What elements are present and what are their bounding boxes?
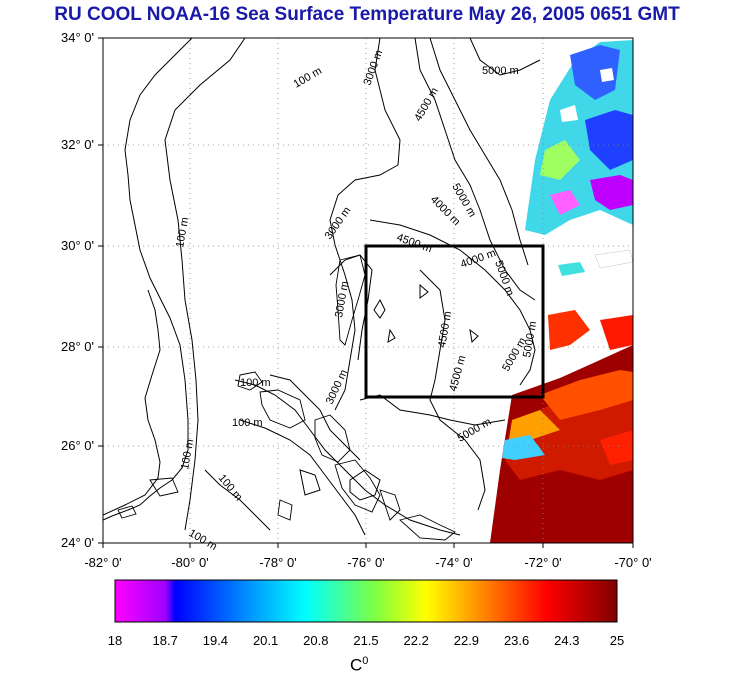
isobath-100m-west [164,38,246,531]
isobath-3000m [329,38,401,411]
contour-labels: 100 m 3000 m 5000 m 4500 m 100 m 4000 m … [174,48,539,552]
contour-label: 100 m [292,65,324,91]
isobath-4500m [414,38,536,301]
lat-tick-label: 32° 0' [61,137,94,152]
colorbar-tick-label: 18.7 [153,633,178,648]
lon-tick-label: -70° 0' [614,555,651,570]
contour-label: 100 m [240,377,271,389]
lon-labels: -82° 0' -80° 0' -78° 0' -76° 0' -74° 0' … [84,555,651,570]
contour-label: 5000 m [482,65,519,77]
contour-label: 5000 m [492,259,516,298]
contour-label: 100 m [179,438,196,470]
sst-swath [490,40,633,543]
lon-tick-label: -72° 0' [524,555,561,570]
lon-tick-label: -78° 0' [259,555,296,570]
colorbar-tick-label: 20.1 [253,633,278,648]
lon-tick-label: -74° 0' [435,555,472,570]
colorbar-tick-label: 24.3 [554,633,579,648]
contour-label: 4000 m [459,247,498,271]
map-frame [102,37,634,544]
contour-label: 100 m [174,216,191,248]
contour-label: 3000 m [324,368,350,406]
isobath-5000m [469,38,541,76]
contour-label: 4500 m [436,310,454,348]
colorbar-tick-label: 20.8 [303,633,328,648]
contour-label: 4500 m [395,232,434,256]
lat-tick-label: 28° 0' [61,339,94,354]
lat-tick-label: 34° 0' [61,30,94,45]
colorbar-tick-labels: 18 18.7 19.4 20.1 20.8 21.5 22.2 22.9 23.6 24.3 25 [108,633,624,648]
contour-label: 100 m [232,417,263,429]
bahamas-islands [117,254,456,541]
florida-coastline [103,38,193,521]
lon-tick-label: -82° 0' [84,555,121,570]
study-area-box [364,244,545,399]
lat-tick-label: 26° 0' [61,438,94,453]
colorbar-tick-label: 21.5 [353,633,378,648]
colorbar [114,579,618,623]
lat-tick-label: 30° 0' [61,238,94,253]
contour-label: 100 m [216,472,245,503]
colorbar-tick-label: 25 [610,633,624,648]
contour-label: 3000 m [362,48,386,87]
contour-label: 4500 m [447,354,468,393]
contour-label: 5000 m [521,320,539,358]
lon-tick-label: -76° 0' [347,555,384,570]
contour-label: 3000 m [323,205,354,242]
colorbar-unit: C0 [350,655,369,675]
lon-tick-label: -80° 0' [171,555,208,570]
colorbar-tick-label: 22.9 [454,633,479,648]
contour-label: 100 m [187,527,219,553]
lat-tick-label: 24° 0' [61,535,94,550]
colorbar-tick-label: 19.4 [203,633,228,648]
colorbar-tick-label: 22.2 [404,633,429,648]
colorbar-tick-label: 23.6 [504,633,529,648]
lat-labels: 34° 0' 32° 0' 30° 0' 28° 0' 26° 0' 24° 0… [61,30,94,550]
contour-label: 5000 m [456,416,494,445]
colorbar-tick-label: 18 [108,633,122,648]
map-title: RU COOL NOAA-16 Sea Surface Temperature … [54,4,680,25]
